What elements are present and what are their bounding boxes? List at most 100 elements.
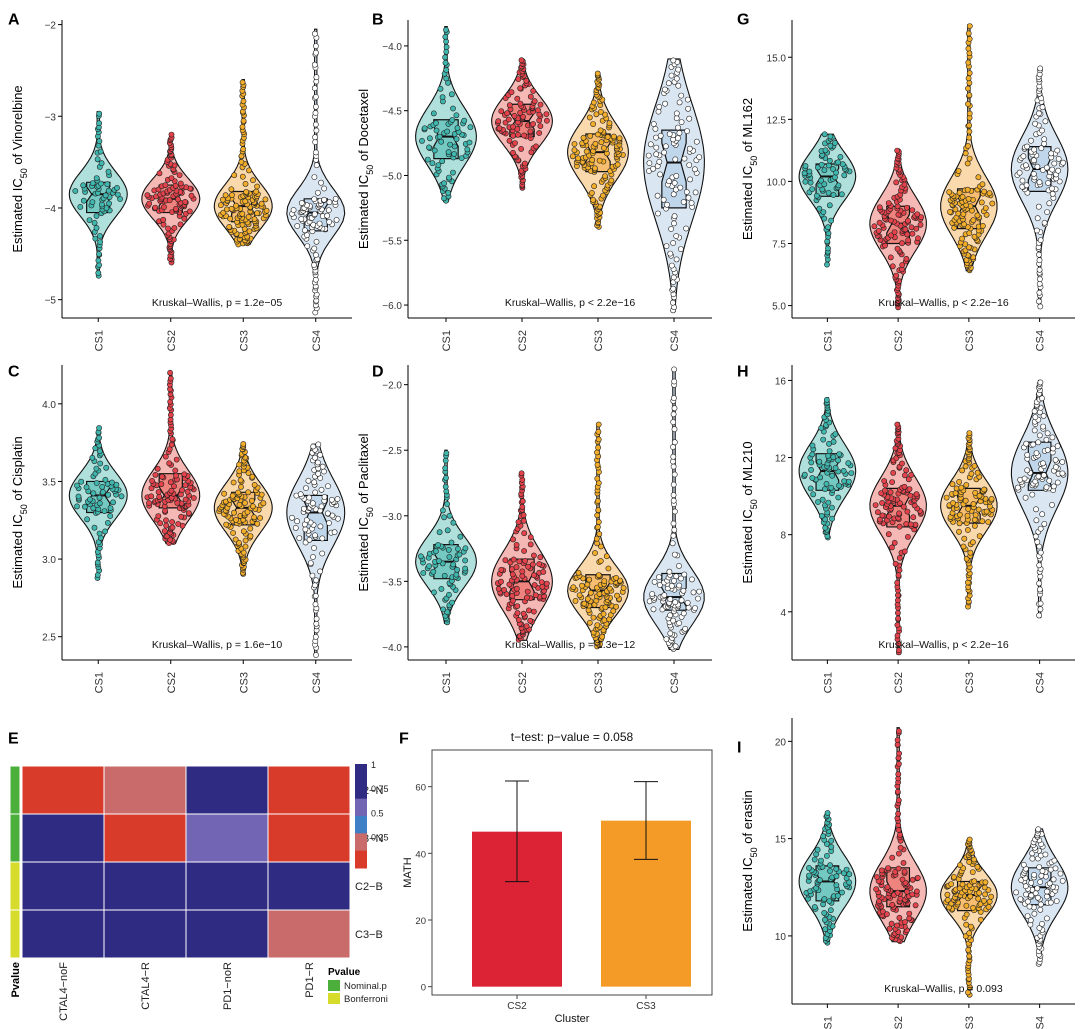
data-point: [509, 571, 516, 578]
y-tick-label: 2.5: [42, 633, 56, 644]
data-point: [1031, 146, 1037, 153]
data-point: [965, 85, 971, 92]
data-point: [1036, 289, 1043, 296]
data-point: [426, 144, 432, 151]
data-point: [446, 512, 453, 519]
data-point: [156, 170, 163, 177]
data-point: [454, 125, 461, 131]
annotation-cell: [9, 765, 21, 815]
data-point: [221, 490, 227, 497]
x-tick-label: CS2: [893, 1016, 905, 1029]
data-point: [678, 119, 685, 125]
data-point: [311, 479, 318, 486]
data-point: [975, 895, 982, 902]
data-point: [596, 157, 603, 164]
data-point: [594, 70, 601, 77]
stat-annotation: Kruskal–Wallis, p < 2.2e−16: [878, 639, 1009, 651]
data-point: [437, 85, 444, 92]
data-point: [887, 489, 894, 496]
data-point: [312, 94, 319, 100]
data-point: [683, 225, 689, 232]
x-tick-label: CS1: [93, 672, 105, 693]
data-point: [594, 475, 601, 482]
data-point: [166, 460, 173, 467]
data-point: [670, 274, 677, 281]
data-point: [895, 610, 901, 616]
data-point: [649, 591, 656, 597]
data-point: [254, 183, 260, 190]
data-point: [833, 882, 840, 889]
y-tick-label: −2.5: [382, 446, 402, 457]
x-tick-label: CS4: [669, 672, 681, 693]
data-point: [443, 44, 450, 50]
data-point: [960, 543, 967, 550]
data-point: [96, 110, 103, 117]
data-point: [894, 788, 901, 795]
data-point: [1059, 878, 1066, 884]
data-point: [832, 431, 839, 437]
data-point: [603, 553, 610, 560]
data-point: [519, 498, 526, 505]
data-point: [527, 93, 534, 100]
data-point: [263, 207, 270, 214]
data-point: [438, 586, 445, 592]
data-point: [963, 911, 970, 918]
data-point: [892, 869, 899, 875]
cluster-group-cs4: [643, 57, 705, 314]
data-point: [245, 213, 252, 220]
data-point: [446, 174, 452, 181]
data-point: [167, 375, 174, 382]
data-point: [657, 582, 663, 588]
data-point: [159, 473, 165, 480]
data-point: [895, 797, 902, 804]
data-point: [462, 565, 468, 572]
data-point: [1059, 459, 1066, 465]
data-point: [656, 104, 663, 110]
y-axis-title: Estimated IC50 of Cisplatin: [10, 436, 29, 588]
data-point: [696, 588, 703, 595]
data-point: [1041, 521, 1048, 527]
data-point: [1015, 484, 1021, 491]
data-point: [250, 177, 256, 184]
data-point: [436, 558, 442, 564]
data-point: [312, 532, 318, 539]
data-point: [889, 854, 896, 861]
data-point: [821, 215, 828, 222]
data-point: [424, 156, 431, 163]
data-point: [238, 483, 244, 490]
y-tick-label: 15: [775, 835, 787, 846]
data-point: [913, 225, 920, 232]
data-point: [947, 208, 953, 215]
violin-shape: [286, 28, 346, 314]
data-point: [650, 121, 657, 127]
data-point: [1023, 440, 1030, 447]
y-tick-label: 15.0: [767, 53, 787, 64]
data-point: [895, 827, 902, 833]
data-point: [1040, 423, 1046, 430]
data-point: [890, 469, 897, 476]
data-point: [827, 142, 834, 149]
data-point: [1033, 506, 1039, 513]
data-point: [312, 582, 318, 589]
data-point: [586, 619, 593, 626]
data-point: [158, 481, 165, 488]
data-point: [669, 262, 675, 269]
data-point: [595, 524, 601, 530]
data-point: [961, 535, 968, 542]
data-point: [669, 540, 676, 547]
data-point: [435, 162, 442, 168]
data-point: [605, 565, 612, 572]
data-point: [802, 178, 809, 185]
legend-swatch: [328, 980, 340, 991]
data-point: [1022, 883, 1029, 890]
data-point: [903, 467, 910, 474]
data-point: [98, 180, 104, 187]
data-point: [464, 146, 471, 153]
data-point: [445, 149, 452, 155]
data-point: [220, 209, 227, 216]
data-point: [826, 448, 833, 454]
data-point: [822, 486, 828, 492]
y-tick-label: −5.5: [382, 236, 402, 247]
data-point: [262, 196, 269, 203]
